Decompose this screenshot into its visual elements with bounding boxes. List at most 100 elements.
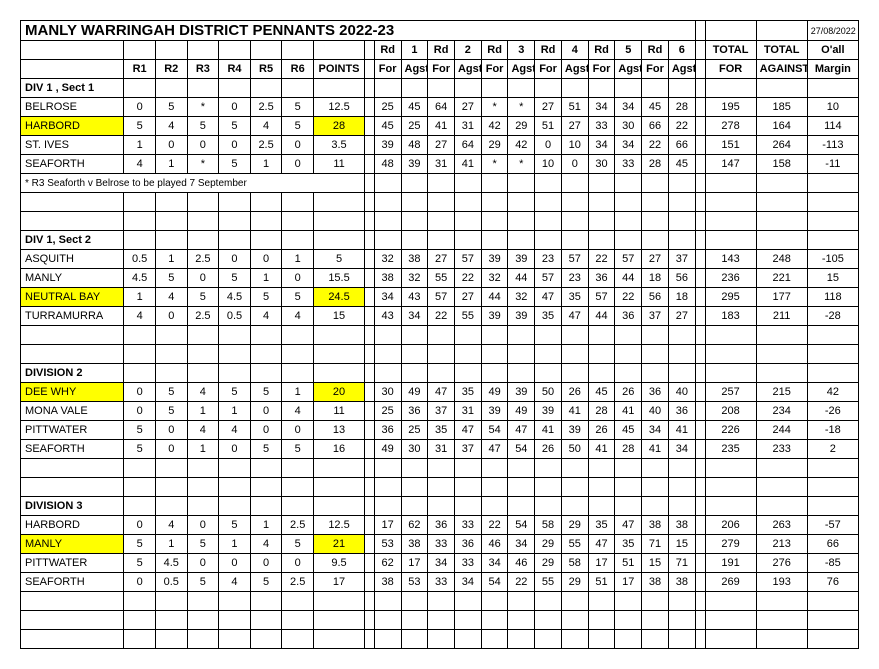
foragst-val: 45	[615, 421, 642, 440]
points-val: 28	[314, 117, 365, 136]
hdr-foragst: For	[588, 60, 615, 79]
foragst-val: *	[508, 155, 535, 174]
empty-row	[21, 326, 859, 345]
points-val: 5	[314, 250, 365, 269]
round-val: 5	[155, 98, 187, 117]
foragst-val: 27	[454, 98, 481, 117]
foragst-val: 54	[508, 440, 535, 459]
foragst-val: 35	[428, 421, 455, 440]
total-against: 233	[756, 440, 807, 459]
foragst-val: 27	[561, 117, 588, 136]
foragst-val: 28	[668, 98, 695, 117]
round-val: 0	[250, 421, 282, 440]
round-val: 0	[219, 250, 251, 269]
foragst-val: 27	[535, 98, 562, 117]
foragst-val: 55	[428, 269, 455, 288]
team-row: MONA VALE0511041125363731394939412841403…	[21, 402, 859, 421]
round-val: 5	[250, 440, 282, 459]
margin: 10	[807, 98, 858, 117]
pennants-table: MANLY WARRINGAH DISTRICT PENNANTS 2022-2…	[20, 20, 859, 649]
foragst-val: 71	[668, 554, 695, 573]
round-val: 4	[155, 516, 187, 535]
total-against: 263	[756, 516, 807, 535]
hdr-round: R1	[124, 60, 156, 79]
team-row: MANLY4.55051015.538325522324457233644185…	[21, 269, 859, 288]
section-header: DIV 1 , Sect 1	[21, 79, 124, 98]
team-name: TURRAMURRA	[21, 307, 124, 326]
foragst-val: 58	[535, 516, 562, 535]
round-val: 0	[219, 554, 251, 573]
foragst-val: 42	[508, 136, 535, 155]
hdr-foragst: For	[481, 60, 508, 79]
foragst-val: 32	[508, 288, 535, 307]
foragst-val: 57	[615, 250, 642, 269]
round-val: 0	[187, 136, 219, 155]
foragst-val: 44	[508, 269, 535, 288]
margin: -57	[807, 516, 858, 535]
margin: -105	[807, 250, 858, 269]
hdr-foragst: Agst	[401, 60, 428, 79]
round-val: 4	[155, 288, 187, 307]
foragst-val: 46	[481, 535, 508, 554]
margin: -28	[807, 307, 858, 326]
round-val: 5	[187, 573, 219, 592]
round-val: 5	[219, 516, 251, 535]
foragst-val: 18	[642, 269, 669, 288]
foragst-val: 22	[642, 136, 669, 155]
total-against: 211	[756, 307, 807, 326]
round-val: 5	[124, 440, 156, 459]
foragst-val: 34	[454, 573, 481, 592]
total-against: 276	[756, 554, 807, 573]
foragst-val: 55	[535, 573, 562, 592]
round-val: *	[187, 98, 219, 117]
foragst-val: 27	[428, 136, 455, 155]
hdr-rd: Rd	[428, 41, 455, 60]
foragst-val: 30	[401, 440, 428, 459]
round-val: 1	[124, 288, 156, 307]
round-val: 2.5	[250, 136, 282, 155]
hdr-foragst: For	[374, 60, 401, 79]
total-against: 177	[756, 288, 807, 307]
total-against: 213	[756, 535, 807, 554]
foragst-val: 31	[454, 117, 481, 136]
margin: 42	[807, 383, 858, 402]
round-val: 1	[187, 440, 219, 459]
total-for: 257	[705, 383, 756, 402]
hdr-rdnum: 1	[401, 41, 428, 60]
total-against: 215	[756, 383, 807, 402]
round-val: 5	[155, 402, 187, 421]
foragst-val: 39	[481, 307, 508, 326]
margin: 114	[807, 117, 858, 136]
hdr-foragst: Agst	[454, 60, 481, 79]
points-val: 24.5	[314, 288, 365, 307]
foragst-val: 47	[481, 440, 508, 459]
round-val: 0	[124, 516, 156, 535]
foragst-val: 39	[481, 402, 508, 421]
round-val: 4	[187, 383, 219, 402]
empty-row	[21, 611, 859, 630]
foragst-val: 47	[561, 307, 588, 326]
total-against: 264	[756, 136, 807, 155]
foragst-val: 29	[535, 554, 562, 573]
note-row: * R3 Seaforth v Belrose to be played 7 S…	[21, 174, 859, 193]
foragst-val: 56	[642, 288, 669, 307]
foragst-val: 35	[561, 288, 588, 307]
team-name: SEAFORTH	[21, 573, 124, 592]
round-val: *	[187, 155, 219, 174]
round-val: 0	[155, 307, 187, 326]
foragst-val: 50	[561, 440, 588, 459]
foragst-val: 38	[668, 516, 695, 535]
foragst-val: 25	[374, 98, 401, 117]
foragst-val: 28	[615, 440, 642, 459]
foragst-val: 34	[615, 98, 642, 117]
foragst-val: 57	[588, 288, 615, 307]
hdr-round: R2	[155, 60, 187, 79]
foragst-val: 22	[615, 288, 642, 307]
team-name: MANLY	[21, 269, 124, 288]
points-val: 20	[314, 383, 365, 402]
foragst-val: 49	[481, 383, 508, 402]
round-val: 0	[282, 269, 314, 288]
round-val: 0	[124, 573, 156, 592]
points-val: 9.5	[314, 554, 365, 573]
foragst-val: 27	[428, 250, 455, 269]
